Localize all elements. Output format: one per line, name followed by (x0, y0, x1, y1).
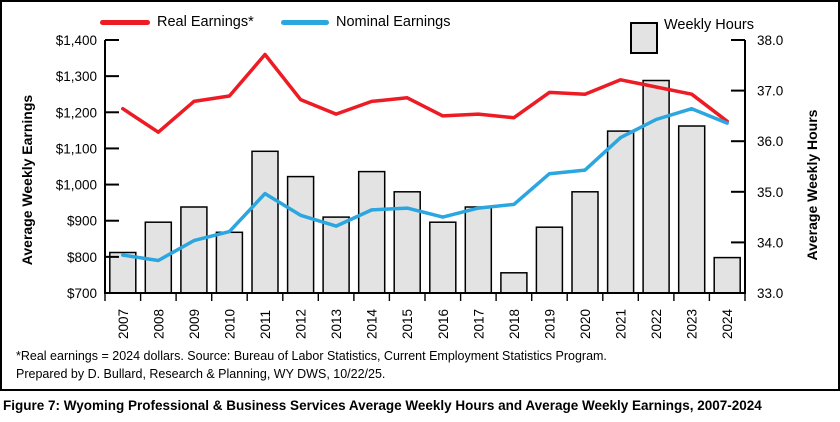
right-tick-label: 35.0 (757, 185, 783, 200)
legend-label-weekly-hours: Weekly Hours (664, 17, 754, 33)
year-label: 2014 (365, 308, 380, 339)
bar-2017 (464, 206, 493, 294)
right-axis-title: Average Weekly Hours (804, 109, 820, 261)
bar-2020 (571, 191, 599, 294)
year-label: 2024 (720, 308, 735, 339)
left-tick-label: $900 (67, 214, 97, 229)
bar-2012 (286, 175, 315, 294)
bar-2007 (109, 251, 137, 294)
footnote-source: *Real earnings = 2024 dollars. Source: B… (16, 349, 607, 363)
left-tick-label: $700 (67, 286, 97, 301)
left-tick-label: $1,400 (56, 33, 97, 48)
bar-2023 (677, 125, 706, 294)
bar-2009 (180, 206, 208, 294)
left-tick-label: $1,300 (56, 69, 97, 84)
year-label: 2013 (329, 309, 344, 339)
year-label: 2008 (151, 309, 166, 339)
bar-2021 (606, 130, 635, 294)
bar-2014 (357, 170, 386, 294)
year-label: 2010 (222, 309, 237, 339)
left-tick-label: $800 (67, 250, 97, 265)
right-tick-label: 34.0 (757, 235, 783, 250)
left-tick-label: $1,000 (56, 178, 97, 193)
nominal-earnings-swatch (281, 20, 329, 25)
left-tick-label: $1,200 (56, 105, 97, 120)
right-tick-label: 38.0 (757, 33, 783, 48)
bar-2019 (535, 226, 564, 294)
year-label: 2012 (294, 309, 309, 339)
real-earnings-line (121, 52, 729, 134)
bar-2016 (429, 221, 457, 294)
real-earnings-swatch (100, 20, 150, 25)
bar-2013 (322, 216, 350, 294)
year-label: 2009 (187, 309, 202, 339)
bar-2011 (251, 150, 279, 294)
year-label: 2021 (614, 309, 629, 339)
right-tick-label: 36.0 (757, 134, 783, 149)
legend-label-nominal-earnings: Nominal Earnings (336, 14, 451, 30)
year-label: 2011 (258, 310, 273, 339)
bar-2018 (500, 272, 528, 294)
weekly-hours-swatch (630, 22, 658, 54)
figure-caption: Figure 7: Wyoming Professional & Busines… (3, 398, 762, 413)
bar-2010 (215, 231, 244, 294)
year-label: 2023 (685, 309, 700, 339)
year-label: 2007 (116, 309, 131, 339)
year-label: 2019 (542, 309, 557, 339)
legend-label-real-earnings: Real Earnings* (157, 14, 254, 30)
left-axis-title: Average Weekly Earnings (19, 94, 35, 266)
year-label: 2020 (578, 309, 593, 339)
nominal-earnings-line (121, 106, 729, 263)
year-label: 2016 (436, 309, 451, 339)
bar-2024 (713, 256, 741, 294)
bar-2022 (642, 79, 670, 294)
year-label: 2018 (507, 309, 522, 339)
right-tick-label: 33.0 (757, 286, 783, 301)
year-label: 2017 (471, 309, 486, 339)
left-tick-label: $1,100 (56, 141, 97, 156)
right-tick-label: 37.0 (757, 84, 783, 99)
footnote-prepared-by: Prepared by D. Bullard, Research & Plann… (16, 367, 386, 381)
year-label: 2015 (400, 309, 415, 339)
year-label: 2022 (649, 309, 664, 339)
